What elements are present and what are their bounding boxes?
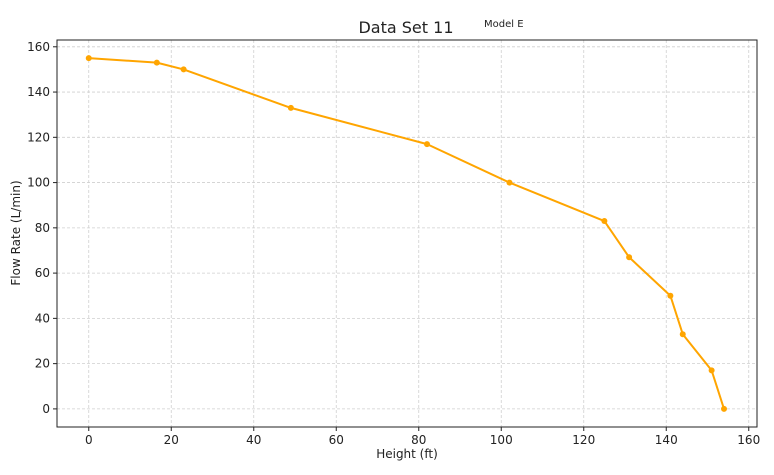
- data-point: [721, 405, 728, 412]
- y-tick-label: 80: [35, 221, 50, 235]
- chart-subtitle: Model E: [484, 19, 524, 30]
- data-point: [679, 331, 686, 338]
- data-point: [424, 141, 431, 148]
- series-line: [88, 57, 725, 410]
- y-tick-label: 40: [35, 311, 50, 325]
- x-axis-label: Height (ft): [376, 447, 438, 461]
- grid: [57, 40, 757, 427]
- x-tick-label: 120: [572, 433, 595, 447]
- data-point: [506, 179, 513, 186]
- x-tick-label: 20: [164, 433, 179, 447]
- x-tick-label: 100: [490, 433, 513, 447]
- y-tick-label: 20: [35, 357, 50, 371]
- x-tick-label: 0: [85, 433, 93, 447]
- x-tick-label: 80: [411, 433, 426, 447]
- x-axis: 0 20 40 60 80 100 120 140 160: [85, 427, 760, 447]
- data-point: [287, 104, 294, 111]
- data-point: [626, 254, 633, 261]
- data-point: [708, 367, 715, 374]
- data-point: [153, 59, 160, 66]
- x-tick-label: 40: [246, 433, 261, 447]
- data-point: [667, 292, 674, 299]
- plot-area: [56, 39, 758, 428]
- y-tick-label: 0: [42, 402, 50, 416]
- series-group: [85, 55, 728, 412]
- y-tick-label: 140: [27, 85, 50, 99]
- data-point: [601, 218, 608, 225]
- x-tick-label: 160: [737, 433, 760, 447]
- y-axis-label: Flow Rate (L/min): [9, 180, 23, 285]
- y-tick-label: 100: [27, 176, 50, 190]
- x-tick-label: 140: [655, 433, 678, 447]
- y-axis: 0 20 40 60 80 100 120 140 160: [27, 40, 57, 416]
- y-tick-label: 160: [27, 40, 50, 54]
- x-tick-label: 60: [329, 433, 344, 447]
- data-point: [85, 55, 92, 62]
- chart-title: Data Set 11: [358, 18, 453, 37]
- data-point: [180, 66, 187, 73]
- y-tick-label: 120: [27, 130, 50, 144]
- y-tick-label: 60: [35, 266, 50, 280]
